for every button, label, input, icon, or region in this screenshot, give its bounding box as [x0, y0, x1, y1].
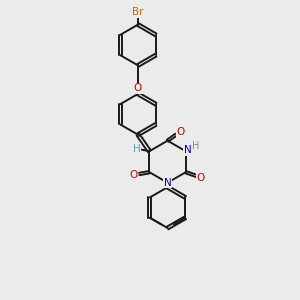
Text: O: O: [130, 170, 138, 180]
Text: O: O: [196, 172, 204, 183]
Text: O: O: [134, 83, 142, 94]
Text: N: N: [184, 145, 191, 155]
Text: N: N: [164, 178, 172, 188]
Text: O: O: [176, 127, 184, 137]
Text: Br: Br: [132, 7, 144, 17]
Text: H: H: [133, 144, 141, 154]
Text: H: H: [192, 141, 200, 151]
